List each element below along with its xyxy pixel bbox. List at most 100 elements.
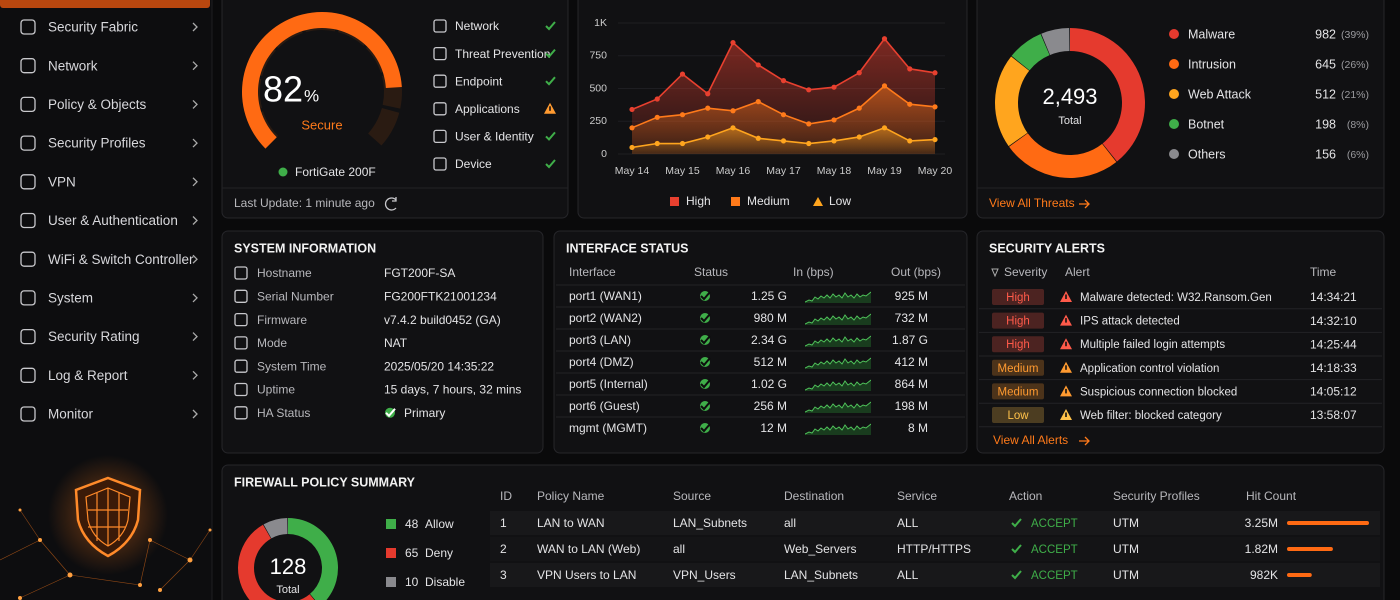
info-value: 2025/05/20 14:35:22 [384, 359, 494, 373]
legend-percent: (6%) [1347, 149, 1369, 161]
interface-name: port4 (DMZ) [569, 355, 634, 369]
alert-time: 14:32:10 [1310, 314, 1357, 328]
series-point [907, 101, 913, 107]
series-point [881, 83, 888, 89]
arrow-icon [1079, 436, 1090, 446]
check-item-label: Device [455, 157, 492, 171]
nav-icon [20, 174, 36, 190]
series-point [755, 99, 761, 105]
check-item-label: Network [455, 19, 500, 33]
hit-count: 982K [1250, 568, 1278, 582]
row-icon [234, 359, 248, 373]
chevron-icon [192, 332, 198, 342]
card-title: SECURITY ALERTS [989, 241, 1105, 255]
row-icon [234, 406, 248, 420]
donut-slice [1009, 133, 1117, 179]
legend-label: Disable [425, 575, 465, 589]
warning-icon-mark [1065, 294, 1067, 299]
cell: WAN to LAN (Web) [537, 542, 640, 556]
y-tick-label: 750 [589, 50, 607, 62]
legend-value: 156 [1315, 147, 1336, 161]
nav-icon [20, 96, 36, 113]
severity-label: High [1006, 339, 1030, 351]
active-nav-item[interactable] [0, 0, 210, 8]
hit-bar [1287, 547, 1333, 551]
system-information-card [221, 230, 544, 454]
legend-percent: (26%) [1341, 59, 1369, 71]
in-bps: 512 M [754, 355, 787, 369]
in-bps: 2.34 G [751, 333, 787, 347]
legend-marker [386, 577, 396, 587]
nav-label: System [48, 290, 93, 305]
interface-name: port6 (Guest) [569, 399, 640, 413]
donut-slice [288, 518, 338, 600]
info-label: Mode [257, 336, 287, 350]
info-label: System Time [257, 359, 327, 373]
nav-label: Security Profiles [48, 136, 146, 151]
legend-dot [1169, 59, 1179, 69]
policy-total: 128 [270, 554, 307, 579]
donut-slice [1011, 34, 1050, 71]
nav-label: Security Fabric [48, 20, 138, 35]
check-item-icon [433, 157, 447, 171]
check-icon [700, 357, 711, 367]
cell: ALL [897, 516, 919, 530]
legend-marker [386, 548, 396, 558]
series-point [932, 70, 938, 76]
cell: UTM [1113, 568, 1139, 582]
cell: 3 [500, 568, 507, 582]
donut-slice [238, 524, 315, 600]
y-tick-label: 250 [589, 115, 607, 127]
security-score-card [221, 0, 569, 219]
severity-badge [992, 407, 1044, 423]
row-icon [234, 312, 248, 327]
warning-icon-mark [1065, 318, 1067, 323]
legend-label: Deny [425, 546, 453, 560]
column-header: Destination [784, 489, 844, 503]
cell: LAN to WAN [537, 516, 605, 530]
column-header: Interface [569, 265, 616, 279]
legend-dot [1169, 89, 1179, 99]
column-header: ID [500, 489, 512, 503]
out-bps: 864 M [895, 377, 928, 391]
legend-value: 65 [405, 546, 419, 560]
card-title: INTERFACE STATUS [566, 241, 688, 255]
alert-time: 13:58:07 [1310, 408, 1357, 422]
chevron-icon [192, 138, 198, 148]
x-tick-label: May 19 [867, 165, 902, 177]
hit-bar [1287, 521, 1369, 525]
accept-icon [1011, 518, 1022, 528]
interface-name: port3 (LAN) [569, 333, 631, 347]
view-all-threats[interactable]: View All Threats [989, 196, 1075, 210]
info-value: FG200FTK21001234 [384, 289, 497, 303]
row-icon [234, 266, 248, 280]
legend-label: Medium [747, 194, 790, 208]
severity-badge [992, 289, 1044, 305]
check-icon [545, 21, 556, 31]
refresh-icon[interactable] [384, 197, 397, 211]
hit-count: 1.82M [1245, 542, 1278, 556]
nav-icon [20, 212, 36, 229]
alert-time: 14:25:44 [1310, 337, 1357, 351]
alert-text: Suspicious connection blocked [1080, 386, 1237, 398]
logo-network [0, 509, 211, 599]
cell: UTM [1113, 542, 1139, 556]
series-point [654, 140, 660, 147]
cell: 1 [500, 516, 507, 530]
x-tick-label: May 17 [766, 165, 801, 177]
nav-icon [20, 58, 36, 74]
view-all-alerts[interactable]: View All Alerts [993, 433, 1068, 447]
check-item-icon [433, 19, 447, 33]
x-tick-label: May 16 [716, 165, 751, 177]
chevron-icon [192, 61, 198, 71]
hit-bar [1287, 573, 1312, 577]
nav-icon [20, 135, 36, 151]
check-icon [700, 401, 711, 411]
alert-text: IPS attack detected [1080, 316, 1180, 328]
out-bps: 412 M [895, 355, 928, 369]
nav-label: Network [48, 58, 98, 73]
alert-time: 14:18:33 [1310, 361, 1357, 375]
cell: ALL [897, 568, 919, 582]
series-point [654, 96, 660, 102]
cell: UTM [1113, 516, 1139, 530]
